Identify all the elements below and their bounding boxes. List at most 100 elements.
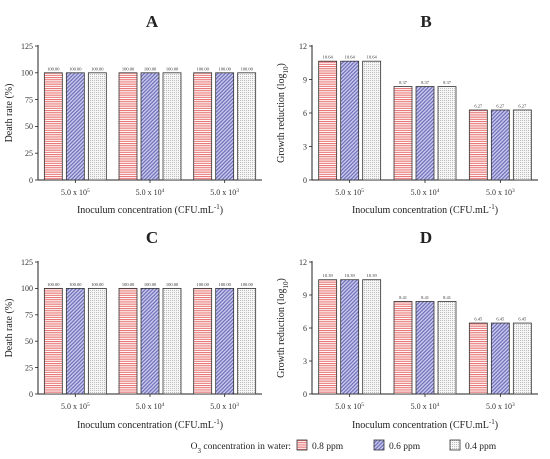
bar — [193, 72, 213, 181]
bar — [318, 279, 338, 395]
legend-swatch — [449, 439, 461, 451]
legend-swatch — [373, 439, 385, 451]
bar — [43, 287, 63, 395]
x-tick-label: 5.0 x 105 — [335, 402, 364, 411]
bar-value-label: 8.37 — [399, 80, 408, 85]
legend-swatch — [296, 439, 308, 451]
legend-item-label: 0.4 ppm — [465, 442, 497, 452]
bar — [340, 60, 360, 181]
y-tick-label: 100 — [21, 69, 33, 78]
y-tick-label: 75 — [25, 95, 33, 104]
y-tick-label: 0 — [303, 176, 307, 185]
x-tick-label: 5.0 x 105 — [61, 402, 90, 411]
bar-value-label: 100.00 — [47, 66, 60, 71]
bar-value-label: 6.27 — [474, 103, 483, 108]
bar — [87, 287, 107, 395]
x-axis-label: Inoculum concentration (CFU.mL-1) — [352, 203, 498, 216]
bar-value-label: 100.00 — [91, 66, 104, 71]
y-tick-label: 75 — [25, 311, 33, 320]
y-tick-label: 125 — [21, 42, 33, 51]
panel-letter: D — [420, 228, 432, 247]
x-tick-label: 5.0 x 105 — [335, 188, 364, 197]
bar-value-label: 8.41 — [421, 295, 429, 300]
bar — [65, 287, 85, 395]
y-axis-label: Growth reduction (log10) — [276, 63, 290, 163]
bar — [215, 287, 235, 395]
panel-letter: B — [420, 12, 431, 31]
bar — [140, 287, 160, 395]
bar — [215, 72, 235, 181]
bar-value-label: 100.00 — [196, 282, 209, 287]
bar-value-label: 100.00 — [166, 282, 179, 287]
bar — [193, 287, 213, 395]
bar — [362, 60, 382, 181]
bar-value-label: 6.27 — [496, 103, 505, 108]
bar-value-label: 100.00 — [144, 66, 157, 71]
bar — [512, 322, 532, 395]
bar — [512, 109, 532, 181]
bar-value-label: 100.00 — [218, 282, 231, 287]
panel-d: D 0 3 6 9 12 Growth reduction (log10) 10.39 10.3… — [276, 228, 538, 431]
x-tick-label: 5.0 x 104 — [411, 188, 440, 197]
bar — [437, 86, 457, 181]
panel-b: B 0 3 6 9 12 Growth reduction (log10) 10.64 10.6… — [276, 12, 538, 216]
bar — [318, 60, 338, 181]
panel-c: C 0 25 50 75 100 125 Death rate (%) 100.00 100.00… — [4, 228, 262, 431]
x-tick-label: 5.0 x 103 — [486, 402, 515, 411]
x-tick-label: 5.0 x 104 — [136, 402, 165, 411]
x-tick-label: 5.0 x 105 — [61, 188, 90, 197]
bar — [140, 72, 160, 181]
y-tick-label: 3 — [303, 357, 307, 366]
bar — [468, 109, 488, 181]
bar-value-label: 100.00 — [91, 282, 104, 287]
y-tick-label: 0 — [29, 176, 33, 185]
bar — [415, 86, 435, 181]
bar — [362, 279, 382, 395]
x-tick-label: 5.0 x 103 — [486, 188, 515, 197]
bar — [415, 301, 435, 395]
bar — [437, 301, 457, 395]
bar-value-label: 100.00 — [166, 66, 179, 71]
x-tick-label: 5.0 x 104 — [136, 188, 165, 197]
bar — [340, 279, 360, 395]
bar-value-label: 10.39 — [367, 273, 378, 278]
bar-value-label: 100.00 — [122, 66, 135, 71]
bar-value-label: 100.00 — [196, 66, 209, 71]
y-tick-label: 25 — [25, 363, 33, 372]
y-tick-label: 3 — [303, 142, 307, 151]
y-tick-label: 0 — [29, 390, 33, 399]
bar-value-label: 6.45 — [474, 317, 483, 322]
bar-value-label: 8.41 — [443, 295, 451, 300]
bar — [65, 72, 85, 181]
bar-value-label: 100.00 — [69, 282, 82, 287]
bar — [393, 86, 413, 181]
y-tick-label: 50 — [25, 122, 33, 131]
bar — [490, 322, 510, 395]
x-axis-label: Inoculum concentration (CFU.mL-1) — [352, 418, 498, 431]
x-tick-label: 5.0 x 104 — [411, 402, 440, 411]
bar-value-label: 10.39 — [323, 273, 334, 278]
y-tick-label: 6 — [303, 324, 307, 333]
panel-a: A 0 25 50 75 100 125 Death rate (%) 100.00 100.00… — [4, 12, 262, 216]
legend-item-label: 0.8 ppm — [312, 442, 344, 452]
bar-value-label: 100.00 — [122, 282, 135, 287]
y-tick-label: 12 — [299, 258, 307, 267]
bar-value-label: 100.00 — [69, 66, 82, 71]
bar-value-label: 100.00 — [240, 66, 253, 71]
legend-title: O3 concentration in water: — [191, 442, 291, 455]
legend-item-label: 0.6 ppm — [389, 442, 421, 452]
bar-value-label: 10.64 — [323, 55, 334, 60]
bar-value-label: 100.00 — [144, 282, 157, 287]
y-axis-label: Death rate (%) — [4, 84, 15, 143]
y-tick-label: 9 — [303, 75, 307, 84]
y-axis-label: Death rate (%) — [4, 299, 15, 358]
y-tick-label: 50 — [25, 337, 33, 346]
bar-value-label: 6.45 — [518, 317, 527, 322]
bar — [43, 72, 63, 181]
x-tick-label: 5.0 x 103 — [210, 402, 239, 411]
bar-value-label: 10.64 — [367, 55, 378, 60]
x-tick-label: 5.0 x 103 — [210, 188, 239, 197]
x-axis-label: Inoculum concentration (CFU.mL-1) — [77, 203, 223, 216]
y-tick-label: 12 — [299, 42, 307, 51]
